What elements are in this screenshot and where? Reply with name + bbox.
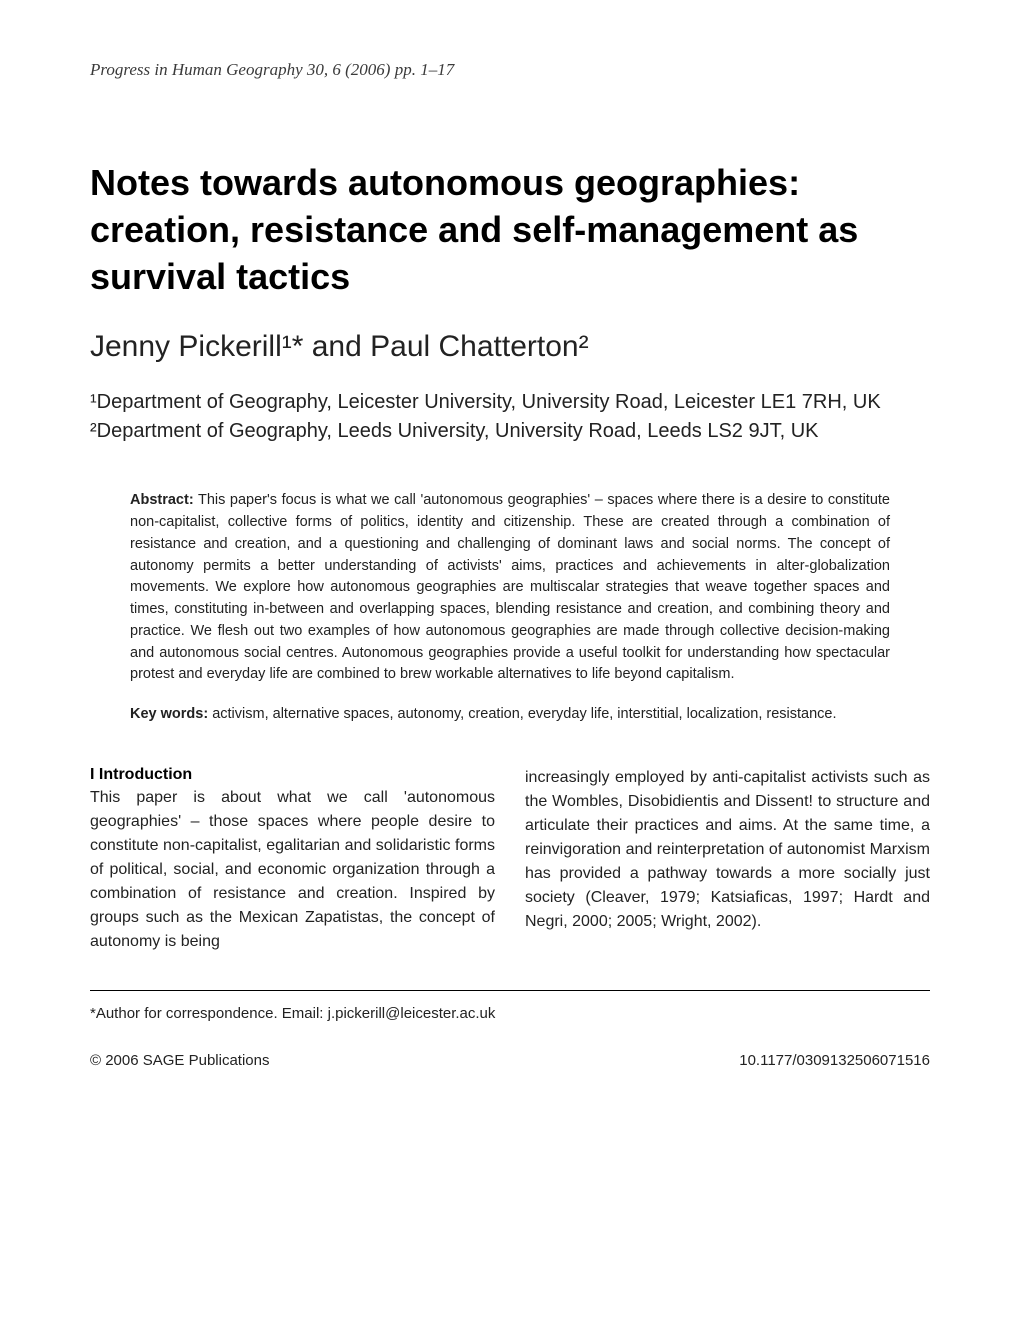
correspondence-footnote: *Author for correspondence. Email: j.pic… (90, 1005, 930, 1022)
abstract-body: This paper's focus is what we call 'auto… (130, 492, 890, 682)
body-columns: I Introduction This paper is about what … (90, 766, 930, 954)
footnote-rule (90, 990, 930, 991)
article-title: Notes towards autonomous geographies: cr… (90, 160, 930, 300)
abstract-label: Abstract: (130, 492, 194, 508)
keywords-label: Key words: (130, 706, 208, 722)
affiliations: ¹Department of Geography, Leicester Univ… (90, 388, 930, 446)
footer-row: © 2006 SAGE Publications 10.1177/0309132… (90, 1052, 930, 1069)
keywords-paragraph: Key words: activism, alternative spaces,… (130, 704, 890, 726)
body-paragraph: This paper is about what we call 'autono… (90, 786, 495, 954)
body-paragraph: increasingly employed by anti-capitalist… (525, 766, 930, 934)
copyright-text: © 2006 SAGE Publications (90, 1052, 270, 1069)
keywords-body: activism, alternative spaces, autonomy, … (212, 706, 836, 722)
body-column-right: increasingly employed by anti-capitalist… (525, 766, 930, 954)
doi-text: 10.1177/0309132506071516 (739, 1052, 930, 1069)
section-heading-introduction: I Introduction (90, 766, 495, 784)
abstract-block: Abstract: This paper's focus is what we … (130, 490, 890, 726)
abstract-paragraph: Abstract: This paper's focus is what we … (130, 490, 890, 686)
body-column-left: I Introduction This paper is about what … (90, 766, 495, 954)
running-header: Progress in Human Geography 30, 6 (2006)… (90, 60, 930, 80)
author-line: Jenny Pickerill¹* and Paul Chatterton² (90, 330, 930, 364)
